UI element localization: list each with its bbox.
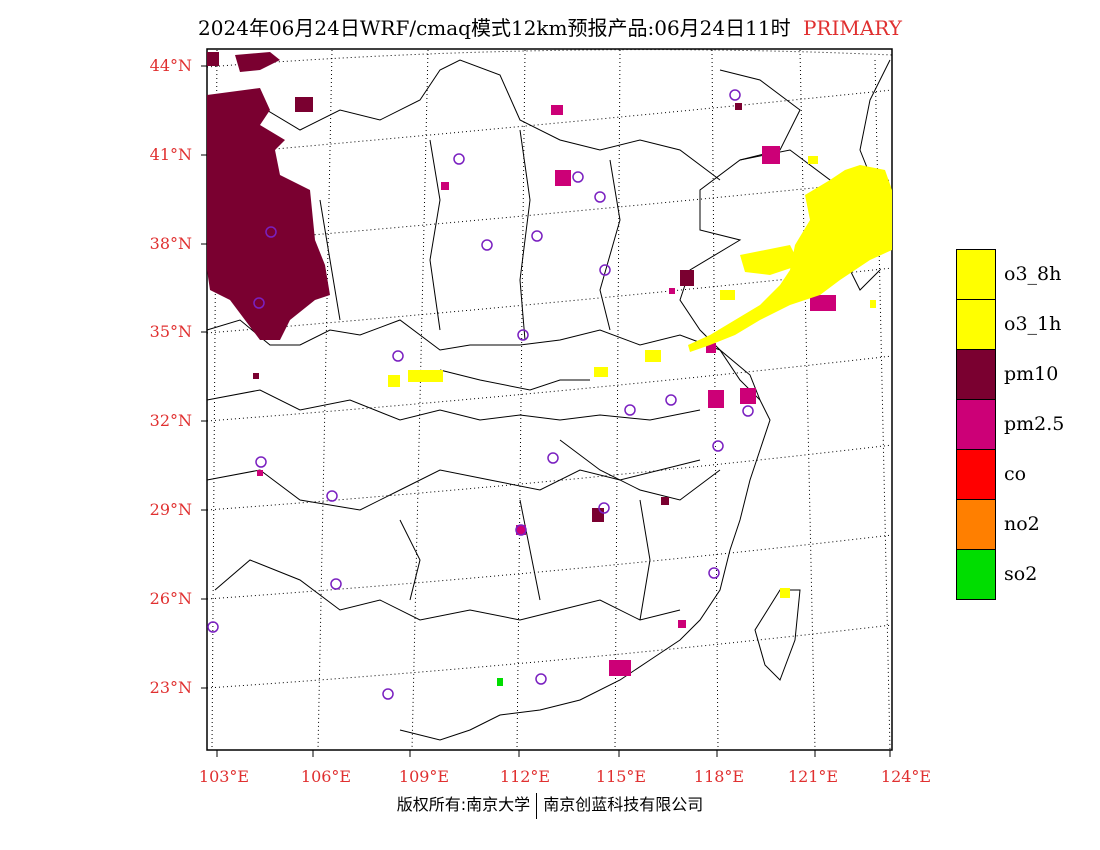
legend-swatch	[956, 449, 996, 500]
lat-label: 41°N	[149, 145, 192, 164]
lon-label: 109°E	[398, 767, 450, 786]
legend-label: o3_8h	[1004, 263, 1062, 285]
legend-swatch	[956, 349, 996, 400]
lat-label: 29°N	[149, 500, 192, 519]
o3-areas	[388, 156, 892, 598]
pm25-areas	[257, 105, 836, 676]
latitude-gridlines	[206, 49, 893, 689]
lon-label: 118°E	[693, 767, 745, 786]
lon-label: 115°E	[595, 767, 647, 786]
copyright-footer: 版权所有:南京大学 南京创蓝科技有限公司	[0, 791, 1100, 819]
lon-label: 121°E	[787, 767, 839, 786]
lat-label: 35°N	[149, 322, 192, 341]
legend-swatch	[956, 499, 996, 550]
legend-label: pm10	[1004, 363, 1059, 385]
lat-label: 44°N	[149, 56, 192, 75]
station-markers	[207, 89, 754, 700]
pm10-areas	[207, 52, 742, 522]
map-title: 2024年06月24日WRF/cmaq模式12km预报产品:06月24日11时 …	[0, 12, 1100, 41]
footer-separator	[536, 792, 538, 819]
so2-area	[497, 678, 503, 686]
legend-swatch	[956, 249, 996, 300]
title-pollutant-tag: PRIMARY	[802, 16, 902, 40]
lon-label: 124°E	[880, 767, 932, 786]
legend-label: o3_1h	[1004, 313, 1062, 335]
legend-label: pm2.5	[1004, 413, 1065, 435]
map-frame	[206, 48, 893, 751]
lat-label: 26°N	[149, 589, 192, 608]
copyright-left: 版权所有:南京大学	[396, 795, 531, 814]
lon-label: 106°E	[300, 767, 352, 786]
lat-label: 38°N	[149, 234, 192, 253]
legend-label: no2	[1004, 513, 1040, 535]
lon-label: 112°E	[499, 767, 551, 786]
lat-label: 23°N	[149, 678, 192, 697]
title-main: 2024年06月24日WRF/cmaq模式12km预报产品:06月24日11时	[198, 16, 791, 40]
legend-swatch	[956, 399, 996, 450]
lat-label: 32°N	[149, 411, 192, 430]
copyright-right: 南京创蓝科技有限公司	[543, 795, 704, 814]
legend-swatch	[956, 549, 996, 600]
legend-swatch	[956, 299, 996, 350]
lon-label: 103°E	[198, 767, 250, 786]
legend-label: co	[1004, 463, 1027, 485]
legend-label: so2	[1004, 563, 1038, 585]
axis-ticks	[201, 65, 891, 757]
